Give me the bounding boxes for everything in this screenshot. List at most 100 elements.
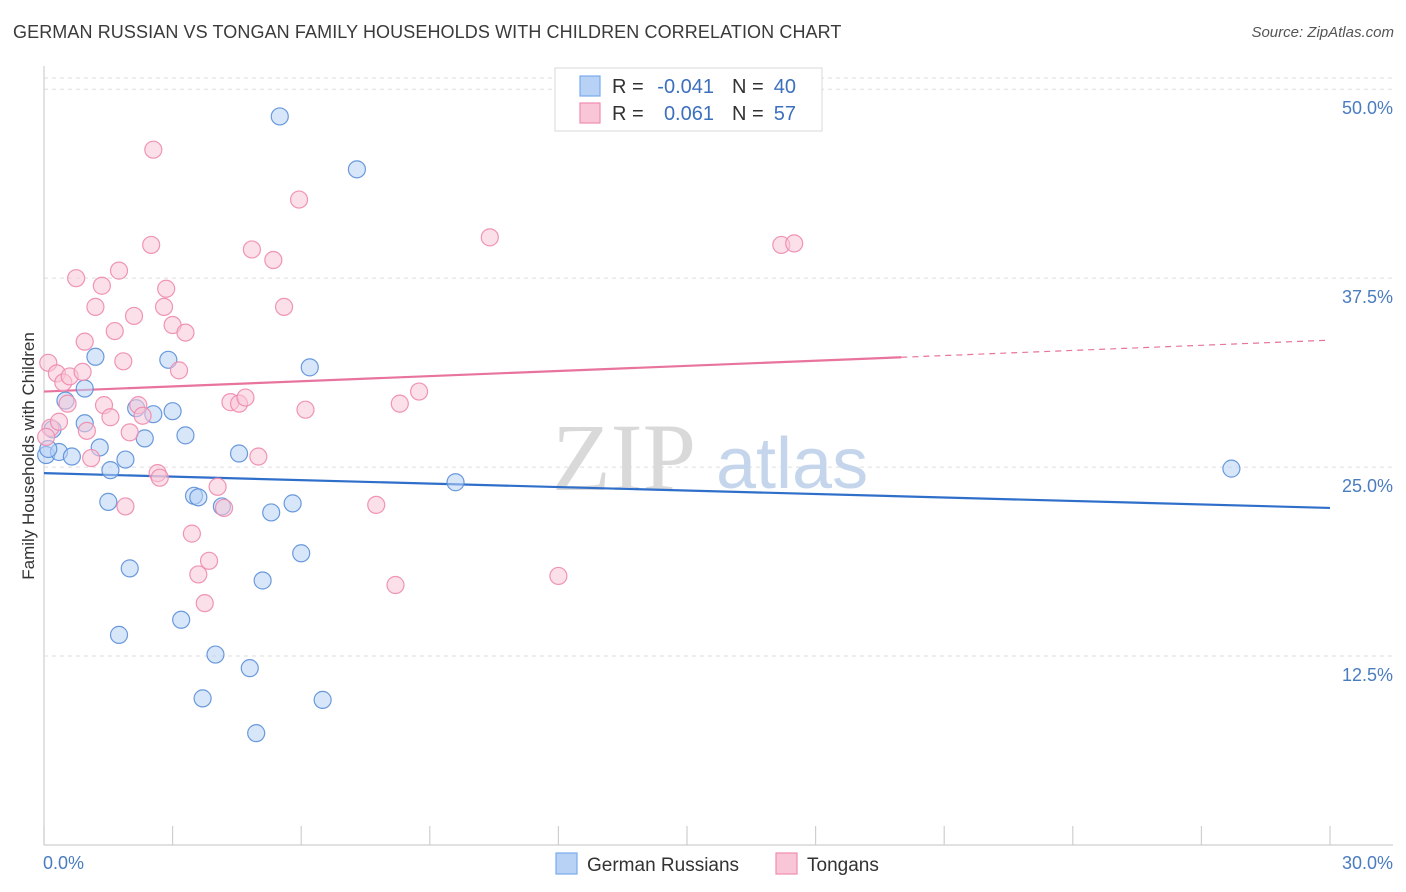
point-tongans-26 bbox=[150, 468, 169, 487]
point-tongans-20 bbox=[124, 306, 144, 326]
point-tongans-40 bbox=[236, 388, 255, 407]
point-tongans-34 bbox=[195, 594, 214, 613]
point-tongans-44 bbox=[274, 297, 294, 316]
x-tick-marks bbox=[43, 826, 1331, 845]
legend-r-value-tongans: 0.061 bbox=[664, 103, 714, 125]
trend-line-1-solid bbox=[43, 356, 902, 393]
point-tongans-37 bbox=[214, 498, 234, 518]
point-tongans-55 bbox=[49, 412, 69, 431]
y-tick-label-3: 50.0% bbox=[1342, 98, 1393, 118]
point-tongans-22 bbox=[133, 406, 152, 425]
legend-n-label-tongans: N = bbox=[732, 103, 764, 125]
point-german-russians-12 bbox=[116, 450, 135, 469]
legend-r-value-german-russians: -0.041 bbox=[657, 76, 714, 98]
point-tongans-9 bbox=[77, 421, 96, 440]
watermark: ZIP atlas bbox=[552, 404, 868, 511]
legend-n-value-tongans: 57 bbox=[774, 103, 796, 125]
point-german-russians-36 bbox=[347, 160, 367, 179]
trend-lines bbox=[43, 339, 1331, 510]
point-tongans-24 bbox=[144, 140, 163, 159]
y-tick-labels: 12.5% 25.0% 37.5% 50.0% bbox=[1342, 98, 1393, 685]
point-german-russians-38 bbox=[1222, 459, 1241, 478]
point-tongans-6 bbox=[67, 269, 86, 288]
series-legend-swatch-german-russians bbox=[555, 852, 578, 875]
point-german-russians-10 bbox=[101, 461, 120, 480]
y-tick-label-1: 25.0% bbox=[1342, 476, 1393, 496]
trend-line-1-dashed bbox=[901, 339, 1331, 358]
point-german-russians-29 bbox=[253, 571, 272, 590]
point-tongans-28 bbox=[157, 279, 176, 298]
point-german-russians-5 bbox=[75, 379, 94, 398]
point-tongans-49 bbox=[390, 394, 409, 413]
point-german-russians-35 bbox=[313, 690, 332, 709]
series-legend-label-german-russians: German Russians bbox=[587, 855, 739, 876]
point-tongans-43 bbox=[264, 250, 283, 270]
legend-swatch-german-russians bbox=[579, 75, 601, 97]
point-german-russians-24 bbox=[206, 645, 225, 664]
point-german-russians-34 bbox=[300, 358, 319, 377]
point-tongans-8 bbox=[75, 332, 94, 351]
watermark-atlas: atlas bbox=[716, 424, 868, 504]
point-german-russians-27 bbox=[240, 659, 259, 678]
point-tongans-18 bbox=[116, 497, 135, 516]
point-german-russians-26 bbox=[229, 444, 249, 463]
legend-r-label-german-russians: R = bbox=[612, 76, 644, 98]
point-german-russians-23 bbox=[193, 689, 212, 708]
point-tongans-50 bbox=[409, 382, 429, 401]
point-tongans-48 bbox=[386, 575, 405, 595]
legend-r-label-tongans: R = bbox=[612, 103, 644, 125]
x-tick-label-max: 30.0% bbox=[1342, 853, 1393, 873]
point-tongans-31 bbox=[176, 323, 195, 342]
point-german-russians-33 bbox=[292, 544, 311, 563]
point-german-russians-20 bbox=[176, 426, 195, 445]
point-german-russians-7 bbox=[86, 347, 105, 366]
point-german-russians-4 bbox=[62, 447, 81, 466]
data-points bbox=[37, 107, 1241, 743]
point-german-russians-31 bbox=[270, 107, 289, 126]
chart-title: GERMAN RUSSIAN VS TONGAN FAMILY HOUSEHOL… bbox=[13, 22, 842, 42]
point-tongans-56 bbox=[37, 427, 56, 446]
point-tongans-23 bbox=[142, 235, 161, 255]
point-tongans-47 bbox=[367, 495, 386, 515]
point-tongans-35 bbox=[199, 551, 219, 570]
point-tongans-19 bbox=[120, 423, 139, 442]
legend-swatch-tongans bbox=[579, 102, 601, 124]
series-legend-swatch-tongans bbox=[775, 852, 798, 875]
point-tongans-46 bbox=[296, 400, 315, 419]
point-german-russians-18 bbox=[163, 402, 182, 421]
point-german-russians-9 bbox=[99, 492, 118, 511]
point-tongans-45 bbox=[289, 190, 309, 209]
point-tongans-54 bbox=[785, 234, 804, 253]
point-tongans-51 bbox=[480, 228, 499, 247]
trend-line-0 bbox=[43, 472, 1331, 510]
point-tongans-41 bbox=[242, 240, 262, 259]
point-tongans-16 bbox=[109, 261, 129, 280]
point-tongans-10 bbox=[82, 448, 101, 468]
correlation-legend: R = -0.041 N = 40 R = 0.061 N = 57 bbox=[554, 67, 823, 132]
point-tongans-42 bbox=[249, 447, 268, 466]
point-german-russians-32 bbox=[283, 494, 302, 513]
point-tongans-30 bbox=[169, 361, 189, 380]
legend-n-label-german-russians: N = bbox=[732, 76, 764, 98]
point-tongans-52 bbox=[549, 566, 568, 586]
point-tongans-11 bbox=[86, 297, 105, 316]
point-german-russians-28 bbox=[247, 724, 266, 743]
point-tongans-7 bbox=[73, 362, 92, 381]
point-tongans-33 bbox=[189, 565, 208, 584]
point-tongans-15 bbox=[105, 321, 124, 341]
gridlines bbox=[44, 77, 1393, 657]
point-tongans-36 bbox=[208, 477, 227, 496]
point-german-russians-37 bbox=[446, 473, 465, 492]
point-german-russians-30 bbox=[262, 503, 281, 522]
y-tick-label-2: 37.5% bbox=[1342, 287, 1393, 307]
source-label: Source: ZipAtlas.com bbox=[1251, 24, 1394, 41]
series-legend: German Russians Tongans bbox=[555, 852, 879, 876]
point-german-russians-13 bbox=[120, 559, 139, 578]
point-tongans-4 bbox=[58, 394, 77, 413]
watermark-zip: ZIP bbox=[552, 404, 696, 511]
point-german-russians-19 bbox=[172, 610, 191, 629]
point-tongans-12 bbox=[92, 276, 111, 295]
point-tongans-17 bbox=[114, 352, 133, 371]
point-german-russians-22 bbox=[189, 488, 208, 507]
